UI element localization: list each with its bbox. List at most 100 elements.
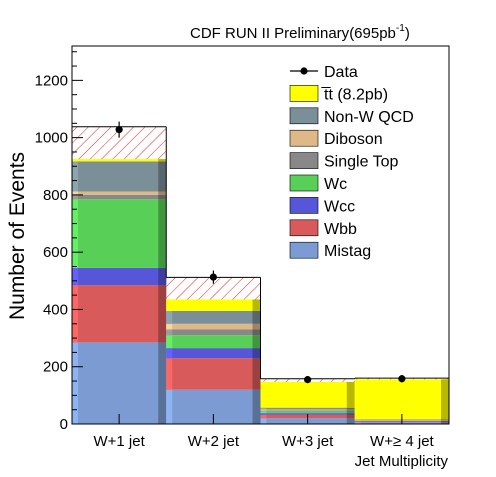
legend-label-mistag: Mistag bbox=[324, 243, 371, 260]
chart-title: CDF RUN II Preliminary(695pb-1) bbox=[190, 23, 410, 42]
bar-highlight-wcc-1 bbox=[72, 268, 78, 285]
bar-shadow-wcc-3 bbox=[347, 413, 355, 415]
bar-shadow-diboson-2 bbox=[253, 324, 261, 330]
bar-shadow-mistag-2 bbox=[253, 390, 261, 424]
y-tick-label-200: 200 bbox=[43, 359, 68, 376]
bar-t-t-8-2pb-1 bbox=[72, 159, 166, 161]
legend-label-wc: Wc bbox=[324, 176, 347, 193]
legend-swatch-t-t-8-2pb bbox=[290, 85, 318, 101]
y-axis-label: Number of Events bbox=[6, 152, 29, 320]
bar-highlight-t-t-8-2pb-1 bbox=[72, 159, 78, 161]
bar-highlight-non-w-qcd-4 bbox=[355, 419, 361, 420]
bar-shadow-wcc-1 bbox=[158, 268, 166, 285]
bar-diboson-3 bbox=[261, 409, 355, 410]
bar-highlight-single-top-1 bbox=[72, 195, 78, 199]
bar-highlight-wbb-4 bbox=[355, 421, 361, 422]
title-lumi-close: ) bbox=[405, 25, 410, 42]
bar-non-w-qcd-1 bbox=[72, 161, 166, 191]
bar-wbb-1 bbox=[72, 285, 166, 342]
y-tick-label-1000: 1000 bbox=[35, 130, 68, 147]
bar-wcc-1 bbox=[72, 268, 166, 285]
bar-wbb-2 bbox=[166, 358, 260, 390]
bar-shadow-wbb-4 bbox=[441, 421, 449, 422]
bar-shadow-non-w-qcd-1 bbox=[158, 161, 166, 191]
bar-non-w-qcd-2 bbox=[166, 311, 260, 324]
bar-shadow-mistag-1 bbox=[158, 342, 166, 424]
bar-shadow-t-t-8-2pb-4 bbox=[441, 379, 449, 419]
legend-label-wbb: Wbb bbox=[324, 221, 357, 238]
bar-shadow-wcc-2 bbox=[253, 348, 261, 358]
bar-shadow-wbb-3 bbox=[347, 415, 355, 418]
bar-shadow-single-top-1 bbox=[158, 195, 166, 199]
bar-highlight-wc-3 bbox=[261, 411, 267, 413]
bar-highlight-mistag-3 bbox=[261, 418, 267, 424]
legend-label-t-t-8-2pb: t̅t (8.2pb) bbox=[321, 86, 388, 103]
bar-shadow-wbb-1 bbox=[158, 285, 166, 342]
legend-swatch-diboson bbox=[290, 130, 318, 146]
bar-highlight-t-t-8-2pb-3 bbox=[261, 382, 267, 408]
bar-highlight-wbb-3 bbox=[261, 415, 267, 418]
bar-highlight-wbb-2 bbox=[166, 358, 172, 390]
bar-highlight-single-top-3 bbox=[261, 411, 267, 412]
bar-shadow-diboson-3 bbox=[347, 409, 355, 410]
y-tick-label-0: 0 bbox=[60, 416, 68, 433]
bar-highlight-wbb-1 bbox=[72, 285, 78, 342]
bar-highlight-wcc-4 bbox=[355, 421, 361, 422]
y-tick-label-800: 800 bbox=[43, 187, 68, 204]
bar-wcc-2 bbox=[166, 348, 260, 358]
data-point-4 bbox=[398, 375, 405, 382]
bar-mistag-1 bbox=[72, 342, 166, 424]
title-experiment: CDF RUN II Preliminary bbox=[190, 25, 350, 42]
bar-shadow-non-w-qcd-2 bbox=[253, 311, 261, 324]
bar-shadow-non-w-qcd-3 bbox=[347, 408, 355, 410]
x-axis-label: Jet Multiplicity bbox=[355, 453, 449, 470]
legend-label-data: Data bbox=[324, 64, 358, 81]
bar-single-top-2 bbox=[166, 330, 260, 336]
data-point-1 bbox=[116, 126, 123, 133]
bar-highlight-single-top-2 bbox=[166, 330, 172, 336]
bar-t-t-8-2pb-4 bbox=[355, 379, 449, 419]
x-tick-label-1: W+1 jet bbox=[93, 433, 145, 450]
bar-shadow-single-top-3 bbox=[347, 411, 355, 412]
legend-marker-data bbox=[300, 67, 307, 74]
bar-highlight-non-w-qcd-2 bbox=[166, 311, 172, 324]
bar-highlight-non-w-qcd-3 bbox=[261, 408, 267, 410]
legend: Data t̅t (8.2pb) Non-W QCD Diboson Single To… bbox=[290, 64, 414, 260]
bar-t-t-8-2pb-2 bbox=[166, 299, 260, 310]
legend-label-single-top: Single Top bbox=[324, 154, 399, 171]
bar-highlight-wcc-3 bbox=[261, 413, 267, 415]
bar-shadow-t-t-8-2pb-1 bbox=[158, 159, 166, 161]
bar-wc-1 bbox=[72, 199, 166, 268]
legend-label-wcc: Wcc bbox=[324, 198, 355, 215]
x-tick-label-4: W+≥ 4 jet bbox=[370, 433, 435, 450]
bar-single-top-1 bbox=[72, 195, 166, 199]
bar-shadow-t-t-8-2pb-3 bbox=[347, 382, 355, 408]
x-tick-label-2: W+2 jet bbox=[188, 433, 240, 450]
bar-highlight-mistag-2 bbox=[166, 390, 172, 424]
bar-highlight-wc-2 bbox=[166, 335, 172, 348]
bar-shadow-single-top-2 bbox=[253, 330, 261, 336]
bar-shadow-mistag-3 bbox=[347, 418, 355, 424]
bar-t-t-8-2pb-3 bbox=[261, 382, 355, 408]
data-point-2 bbox=[210, 273, 217, 280]
legend-label-diboson: Diboson bbox=[324, 131, 383, 148]
bar-shadow-diboson-1 bbox=[158, 191, 166, 194]
legend-label-non-w-qcd: Non-W QCD bbox=[324, 109, 414, 126]
x-tick-label-3: W+3 jet bbox=[282, 433, 334, 450]
bar-shadow-t-t-8-2pb-2 bbox=[253, 299, 261, 310]
bar-highlight-diboson-2 bbox=[166, 324, 172, 330]
bar-shadow-wc-3 bbox=[347, 411, 355, 413]
bar-diboson-2 bbox=[166, 324, 260, 330]
data-point-3 bbox=[304, 376, 311, 383]
y-tick-label-1200: 1200 bbox=[35, 72, 68, 89]
legend-swatch-single-top bbox=[290, 153, 318, 169]
bar-highlight-t-t-8-2pb-2 bbox=[166, 299, 172, 310]
y-tick-label-600: 600 bbox=[43, 244, 68, 261]
bar-single-top-3 bbox=[261, 411, 355, 412]
y-tick-label-400: 400 bbox=[43, 301, 68, 318]
bar-non-w-qcd-3 bbox=[261, 408, 355, 410]
bar-diboson-1 bbox=[72, 191, 166, 194]
legend-swatch-wcc bbox=[290, 197, 318, 213]
bar-highlight-diboson-1 bbox=[72, 191, 78, 194]
